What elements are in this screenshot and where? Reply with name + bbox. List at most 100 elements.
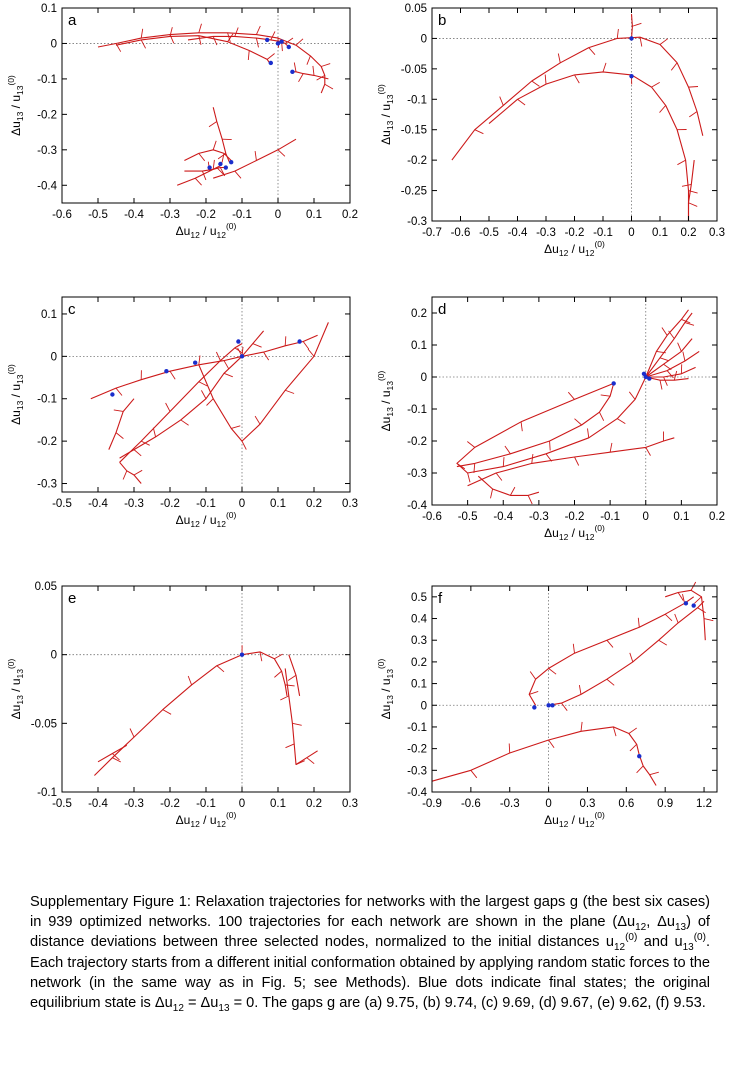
final-state-dot <box>275 41 281 46</box>
trajectory-branch <box>531 80 540 87</box>
y-tick-label: 0.2 <box>411 657 427 669</box>
x-tick-label: 0 <box>239 498 245 510</box>
x-tick-label: 0.2 <box>306 498 322 510</box>
trajectory-branch <box>529 690 539 695</box>
trajectory-branch <box>602 62 607 73</box>
final-state-dot <box>637 754 642 759</box>
panel-label: c <box>68 301 76 318</box>
trajectory-branch <box>628 391 636 400</box>
y-tick-label: 0 <box>51 650 57 662</box>
x-tick-label: -0.3 <box>124 798 144 810</box>
trajectory-line <box>687 160 695 221</box>
y-tick-label: 0.2 <box>411 308 427 320</box>
x-tick-label: -0.4 <box>88 498 108 510</box>
x-tick-label: -0.1 <box>196 498 216 510</box>
caption-sub: 13 <box>218 1002 230 1014</box>
trajectory-branch <box>277 149 286 157</box>
trajectory-branch <box>298 73 304 83</box>
x-tick-label: -0.6 <box>52 209 72 221</box>
x-tick-label: -0.1 <box>600 511 620 523</box>
caption-sup: (0) <box>693 932 706 944</box>
trajectory-branch <box>504 445 511 455</box>
trajectory-branch <box>215 351 221 361</box>
final-state-dot <box>641 371 647 376</box>
trajectory-branch <box>645 447 651 456</box>
x-tick-label: -0.2 <box>160 798 180 810</box>
x-tick-label: -0.3 <box>529 511 549 523</box>
trajectory-branch <box>544 74 547 85</box>
trajectory-branch <box>306 757 315 765</box>
trajectory-branch <box>580 721 583 732</box>
trajectory-line <box>284 668 318 766</box>
trajectory-branch <box>549 440 551 451</box>
trajectory-branch <box>201 170 207 181</box>
final-state-dot <box>268 60 273 66</box>
trajectory-branch <box>217 152 227 160</box>
y-tick-label: 0.1 <box>411 340 427 352</box>
x-tick-label: -0.1 <box>232 209 252 221</box>
caption-text: = 0. The gaps g are (a) 9.75, (b) 9.74, … <box>229 995 706 1012</box>
trajectory-line <box>108 398 135 450</box>
trajectory-branch <box>656 350 666 354</box>
y-tick-label: -0.25 <box>401 186 427 198</box>
trajectory-line <box>456 383 615 468</box>
final-state-dot <box>647 376 652 381</box>
trajectory-branch <box>212 159 215 170</box>
x-tick-label: -0.5 <box>52 798 72 810</box>
trajectory-branch <box>677 159 686 166</box>
caption-sub: 12 <box>172 1002 184 1014</box>
y-tick-label: 0 <box>421 33 427 45</box>
trajectory-branch <box>588 47 596 55</box>
trajectory-line <box>90 334 318 400</box>
final-state-dot <box>629 36 634 41</box>
trajectory-branch <box>548 668 557 675</box>
trajectory-branch <box>658 639 668 646</box>
x-tick-label: 0.1 <box>270 498 286 510</box>
x-tick-label: -0.3 <box>500 798 520 810</box>
caption-sup: (0) <box>625 932 638 944</box>
panel-label: a <box>68 12 77 29</box>
trajectory-branch <box>122 470 128 480</box>
final-state-dot <box>691 603 696 608</box>
trajectory-branch <box>140 39 146 49</box>
y-tick-label: 0.1 <box>41 309 57 321</box>
trajectory-branch <box>470 770 478 779</box>
trajectory-line <box>645 376 689 381</box>
trajectory-branch <box>578 685 582 695</box>
trajectory-branch <box>227 33 234 42</box>
caption-sub: 13 <box>675 922 687 934</box>
y-tick-label: -0.2 <box>37 109 57 121</box>
trajectory-branch <box>617 418 626 424</box>
trajectory-branch <box>529 671 537 680</box>
trajectory-branch <box>223 360 230 370</box>
trajectory-branch <box>703 618 714 622</box>
plot-frame <box>431 585 718 793</box>
y-tick-label: -0.3 <box>407 765 427 777</box>
trajectory-branch <box>677 342 682 352</box>
trajectory-branch <box>113 409 124 412</box>
y-tick-label: -0.2 <box>407 744 427 756</box>
x-tick-label: -0.2 <box>565 227 585 239</box>
trajectory-branch <box>129 728 135 738</box>
trajectory-branch <box>285 684 295 687</box>
x-tick-label: 0.9 <box>657 798 673 810</box>
trajectory-branch <box>567 391 575 400</box>
trajectory-branch <box>285 743 295 749</box>
y-tick-label: -0.05 <box>401 64 427 76</box>
final-state-dot <box>223 165 228 170</box>
trajectory-branch <box>112 757 122 763</box>
trajectory-branch <box>234 170 242 179</box>
x-tick-label: -0.1 <box>593 227 613 239</box>
trajectory-branch <box>321 63 331 67</box>
y-tick-label: 0 <box>51 351 57 363</box>
trajectory-line <box>431 726 640 782</box>
trajectory-branch <box>212 36 218 46</box>
x-tick-label: 0.3 <box>342 798 358 810</box>
trajectory-branch <box>280 695 289 701</box>
trajectory-branch <box>599 411 605 421</box>
trajectory-branch <box>637 617 640 628</box>
plot-frame <box>431 7 718 222</box>
trajectory-branch <box>684 322 695 326</box>
y-axis-label: Δu13 / u13(0) <box>6 75 25 136</box>
x-tick-label: -0.6 <box>422 511 442 523</box>
